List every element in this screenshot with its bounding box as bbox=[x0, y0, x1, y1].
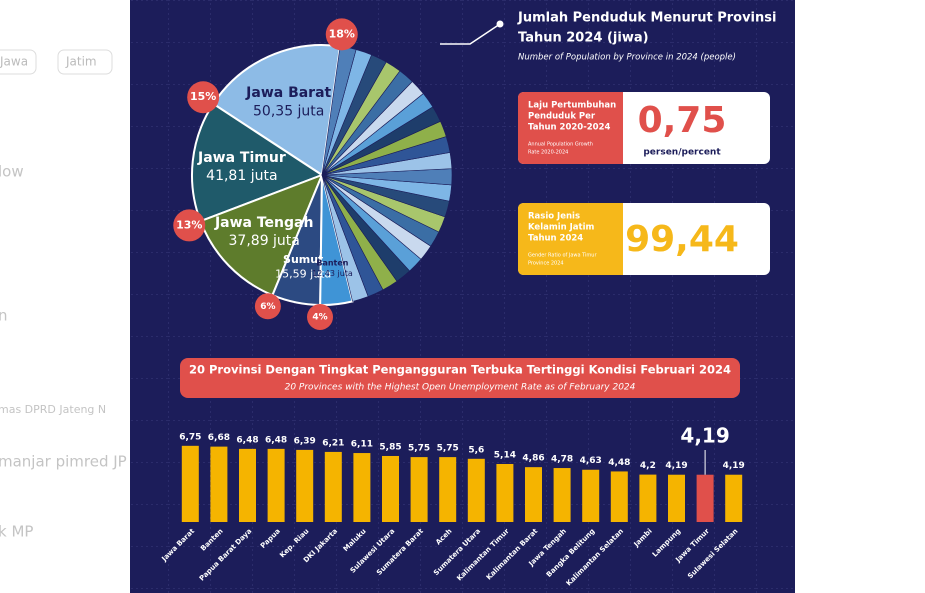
percent-badge bbox=[254, 293, 281, 320]
card-note: Gender Ratio of Jawa Timur bbox=[528, 253, 597, 259]
card-note: Rate 2020-2024 bbox=[528, 150, 568, 156]
bar bbox=[239, 448, 256, 522]
card-title: Laju Pertumbuhan bbox=[528, 101, 616, 111]
slice-population: 12,43 juta bbox=[312, 269, 353, 278]
value-label: 5,75 bbox=[408, 444, 430, 454]
value-label: 5,14 bbox=[494, 450, 516, 460]
slice-name: Sumut bbox=[283, 253, 323, 266]
tag-chip bbox=[0, 49, 37, 75]
page-text: n bbox=[0, 307, 8, 325]
card-title: Tahun 2024 bbox=[528, 234, 583, 244]
bar bbox=[353, 453, 371, 522]
pie-title: Jumlah Penduduk Menurut Provinsi bbox=[517, 11, 776, 26]
bar bbox=[210, 446, 228, 522]
bar bbox=[610, 471, 628, 522]
card-accent bbox=[518, 203, 623, 275]
bar bbox=[296, 449, 314, 522]
card-note: Province 2024 bbox=[528, 261, 564, 267]
value-label: 4,63 bbox=[580, 456, 602, 466]
value-label: 4,19 bbox=[723, 461, 745, 471]
value-label: 6,21 bbox=[322, 438, 344, 448]
bar bbox=[525, 467, 542, 522]
card-title: Tahun 2020-2024 bbox=[528, 123, 610, 133]
connector bbox=[440, 23, 501, 45]
slice-population: 50,35 juta bbox=[253, 103, 324, 119]
value-label: 6,39 bbox=[294, 436, 316, 446]
bar bbox=[382, 455, 399, 522]
slice-population: 41,81 juta bbox=[206, 168, 277, 184]
value-label: 4,48 bbox=[608, 458, 630, 468]
bar bbox=[467, 458, 485, 522]
bar-subtitle: 20 Provinces with the Highest Open Unemp… bbox=[285, 383, 636, 393]
pie-chart: Jawa Barat 50,35 juta 18% Jawa Timur 41,81 j… bbox=[173, 11, 776, 330]
value-label: 6,48 bbox=[265, 435, 287, 445]
card-title: Kelamin Jatim bbox=[528, 223, 595, 233]
bar bbox=[496, 463, 514, 522]
tag-text: Jatim bbox=[65, 55, 97, 69]
bar-title: 20 Provinsi Dengan Tingkat Pengangguran … bbox=[189, 363, 731, 377]
slice-population: 37,89 juta bbox=[229, 233, 300, 249]
slice-name: Jawa Tengah bbox=[214, 215, 314, 231]
bar bbox=[582, 469, 600, 522]
percent-badge bbox=[173, 209, 206, 242]
slice-name: Jawa Barat bbox=[245, 85, 331, 101]
percent-label: 4% bbox=[312, 312, 327, 322]
value-label: 4,19 bbox=[665, 461, 687, 471]
bar bbox=[639, 474, 657, 522]
bar bbox=[696, 474, 714, 522]
pie-slice bbox=[211, 44, 342, 177]
bar bbox=[410, 457, 428, 522]
card-value: 99,44 bbox=[625, 219, 739, 260]
bar bbox=[553, 468, 571, 522]
percent-badge bbox=[307, 303, 334, 330]
value-label: 6,11 bbox=[351, 440, 373, 450]
card-title: Rasio Jenis bbox=[528, 212, 580, 222]
value-label: 4,78 bbox=[551, 455, 573, 465]
slice-population: 15,59 juta bbox=[275, 267, 331, 280]
bar bbox=[725, 474, 743, 522]
value-label: 5,6 bbox=[468, 445, 484, 455]
card-unit: persen/percent bbox=[643, 148, 721, 158]
slice-name: Banten bbox=[316, 259, 348, 268]
value-label: 4,86 bbox=[522, 454, 544, 464]
bar bbox=[181, 445, 199, 522]
value-label: 4,19 bbox=[680, 424, 729, 448]
percent-label: 18% bbox=[329, 27, 355, 40]
card-value: 0,75 bbox=[638, 100, 727, 141]
percent-badge bbox=[187, 81, 220, 114]
percent-label: 15% bbox=[190, 90, 216, 103]
percent-label: 6% bbox=[260, 302, 275, 312]
card-title: Penduduk Per bbox=[528, 112, 596, 122]
bar bbox=[267, 448, 285, 522]
value-label: 6,75 bbox=[179, 432, 201, 442]
title-banner bbox=[180, 358, 740, 398]
percent-badge bbox=[325, 18, 358, 51]
pie-title: Tahun 2024 (jiwa) bbox=[518, 31, 649, 46]
page-text: k MP bbox=[0, 523, 33, 541]
page-text: manjar pimred JP bbox=[0, 453, 127, 471]
value-label: 5,85 bbox=[379, 442, 401, 452]
background-page: Jawa Jatim low n mas DPRD Jateng N manjar pim… bbox=[0, 49, 127, 541]
percent-label: 13% bbox=[176, 218, 202, 231]
card-accent bbox=[518, 92, 623, 164]
bar bbox=[668, 474, 685, 522]
page-text: mas DPRD Jateng N bbox=[0, 403, 106, 416]
value-label: 5,75 bbox=[437, 444, 459, 454]
card-note: Annual Population Growth bbox=[528, 142, 593, 148]
bar bbox=[324, 451, 342, 522]
pie-subtitle: Number of Population by Province in 2024… bbox=[518, 53, 736, 63]
tag-text: Jawa bbox=[0, 55, 28, 69]
bar bbox=[439, 457, 457, 522]
page-text: low bbox=[0, 163, 24, 181]
tag-chip bbox=[57, 49, 113, 75]
value-label: 4,2 bbox=[640, 461, 656, 471]
slice-name: Jawa Timur bbox=[197, 150, 286, 166]
value-label: 6,68 bbox=[208, 433, 230, 443]
value-label: 6,48 bbox=[236, 435, 258, 445]
